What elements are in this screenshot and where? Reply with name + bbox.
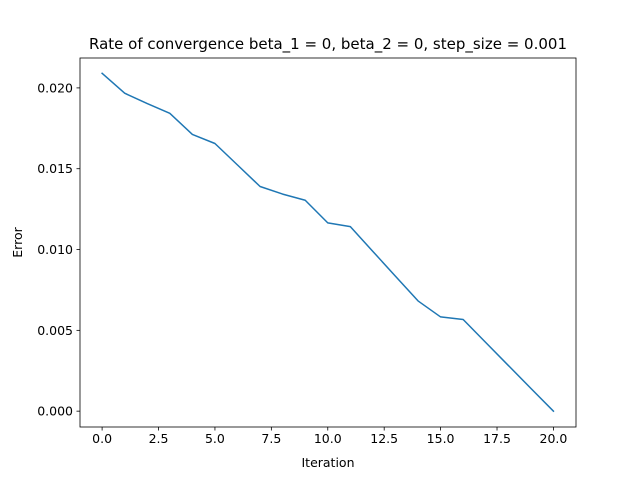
- plot-area: [80, 58, 576, 427]
- x-axis-label: Iteration: [301, 455, 354, 470]
- y-tick-label: 0.005: [37, 323, 73, 338]
- y-axis-ticks: 0.000 0.005 0.010 0.015 0.020: [37, 80, 80, 419]
- chart-title: Rate of convergence beta_1 = 0, beta_2 =…: [89, 35, 567, 54]
- y-tick-label: 0.020: [37, 80, 73, 95]
- y-tick-label: 0.015: [37, 161, 73, 176]
- x-tick-label: 20.0: [540, 431, 568, 446]
- y-tick-label: 0.010: [37, 242, 73, 257]
- x-tick-label: 17.5: [483, 431, 511, 446]
- x-tick-label: 5.0: [205, 431, 225, 446]
- y-axis-label: Error: [10, 226, 25, 257]
- x-tick-label: 0.0: [92, 431, 112, 446]
- x-tick-label: 15.0: [427, 431, 455, 446]
- x-tick-label: 7.5: [261, 431, 281, 446]
- plot-frame: [79, 57, 577, 428]
- x-axis-ticks: 0.0 2.5 5.0 7.5 10.0 12.5 15.0 17.5 20.0: [92, 427, 567, 446]
- x-tick-label: 12.5: [370, 431, 398, 446]
- x-tick-label: 10.0: [314, 431, 342, 446]
- x-tick-label: 2.5: [149, 431, 169, 446]
- y-tick-label: 0.000: [37, 404, 73, 419]
- error-series-line: [101, 72, 555, 413]
